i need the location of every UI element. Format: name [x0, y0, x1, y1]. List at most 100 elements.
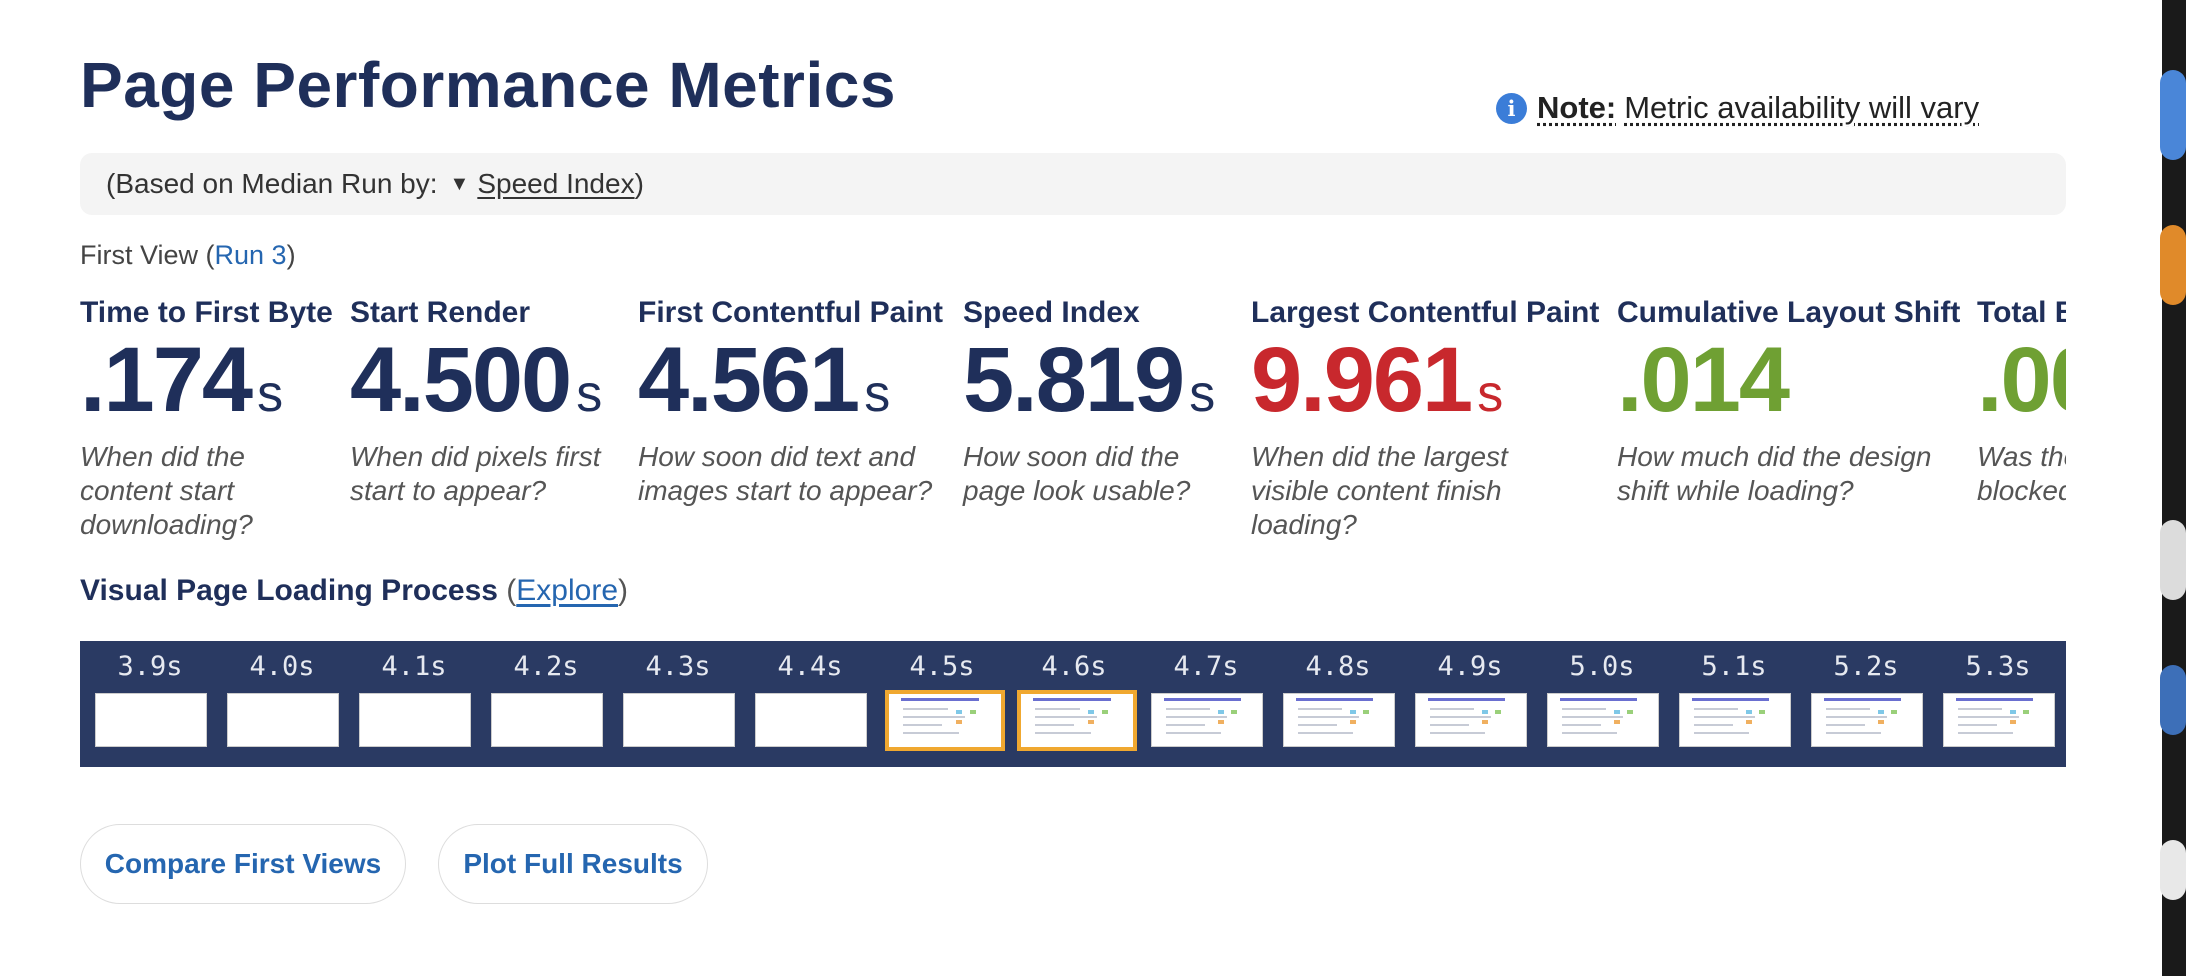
- visual-loading-heading: Visual Page Loading Process (Explore): [80, 574, 628, 608]
- filmstrip-frame[interactable]: 4.7s: [1148, 641, 1264, 767]
- filmstrip-frame[interactable]: 3.9s: [92, 641, 208, 767]
- visual-loading-title: Visual Page Loading Process: [80, 574, 498, 607]
- metric-unit: s: [576, 365, 603, 423]
- metric-unit: s: [257, 365, 284, 423]
- metric-value: .014: [1617, 334, 1960, 426]
- metric-label: Start Render: [350, 296, 531, 329]
- metric-description: When did the largest visible content fin…: [1251, 441, 1508, 540]
- frame-thumbnail: [491, 693, 603, 747]
- metric-unit: s: [864, 365, 891, 423]
- median-prefix: (Based on Median Run by:: [106, 168, 438, 199]
- frame-thumbnail: [755, 693, 867, 747]
- metric-availability-note[interactable]: i Note: Metric availability will vary: [1496, 90, 1979, 126]
- metric-value: 9.961 s: [1251, 334, 1599, 426]
- metric-number: 4.500: [350, 329, 572, 431]
- metric-start-render: Start Render 4.500 s When did pixels firs…: [350, 296, 610, 508]
- frame-time: 5.3s: [1965, 651, 2031, 682]
- note-text[interactable]: Note: Metric availability will vary: [1537, 90, 1979, 126]
- metric-label: Speed Index: [963, 296, 1140, 329]
- metric-number: 9.961: [1251, 329, 1473, 431]
- browser-edge-strip: [2162, 0, 2186, 976]
- filmstrip-frame[interactable]: 5.3s: [1940, 641, 2056, 767]
- edge-avatar-blue: [2160, 70, 2186, 160]
- compare-first-views-button[interactable]: Compare First Views: [80, 824, 406, 904]
- filmstrip-frame[interactable]: 4.5s: [884, 641, 1005, 767]
- frame-time: 4.9s: [1437, 651, 1503, 682]
- frame-thumbnail: [95, 693, 207, 747]
- filmstrip-frame[interactable]: 4.1s: [356, 641, 472, 767]
- filmstrip-frame[interactable]: 5.0s: [1544, 641, 1660, 767]
- metric-number: .00: [1977, 329, 2066, 431]
- frame-thumbnail: [1679, 693, 1791, 747]
- frame-time: 4.1s: [381, 651, 447, 682]
- filmstrip-frame[interactable]: 4.0s: [224, 641, 340, 767]
- metric-description: How soon did the page look usable?: [963, 441, 1191, 506]
- metric-description: How much did the design shift while load…: [1617, 441, 1932, 506]
- frame-time: 4.5s: [909, 651, 975, 682]
- metric-label: Total Blocking Time: [1977, 296, 2066, 329]
- first-view-prefix: First View (: [80, 240, 215, 270]
- triangle-down-icon[interactable]: ▼: [449, 172, 470, 195]
- filmstrip-frame[interactable]: 4.8s: [1280, 641, 1396, 767]
- metric-value: 4.500 s: [350, 334, 610, 426]
- close-paren: ): [618, 574, 628, 607]
- frame-thumbnail: [1017, 690, 1137, 751]
- metric-ttfb: Time to First Byte .174 s When did the co…: [80, 296, 333, 542]
- metric-fcp: First Contentful Paint 4.561 s How soon d…: [638, 296, 943, 508]
- frame-thumbnail: [1811, 693, 1923, 747]
- filmstrip-frame[interactable]: 5.2s: [1808, 641, 1924, 767]
- median-suffix: ): [634, 168, 644, 199]
- frame-time: 4.2s: [513, 651, 579, 682]
- note-label: Note:: [1537, 90, 1617, 125]
- filmstrip-frame[interactable]: 4.4s: [752, 641, 868, 767]
- filmstrip-frame[interactable]: 4.9s: [1412, 641, 1528, 767]
- metric-value: 5.819 s: [963, 334, 1215, 426]
- info-icon: i: [1496, 92, 1527, 124]
- run-link[interactable]: Run 3: [214, 240, 287, 270]
- frame-thumbnail: [623, 693, 735, 747]
- frame-time: 5.1s: [1701, 651, 1767, 682]
- frame-time: 5.0s: [1569, 651, 1635, 682]
- edge-avatar-blue-2: [2160, 665, 2186, 735]
- metric-number: .174: [80, 329, 253, 431]
- metric-unit: s: [1189, 365, 1216, 423]
- open-paren: (: [506, 574, 517, 607]
- frame-thumbnail: [1283, 693, 1395, 747]
- first-view-suffix: ): [286, 240, 296, 270]
- note-message: Metric availability will vary: [1624, 90, 1980, 125]
- frame-time: 3.9s: [117, 651, 183, 682]
- filmstrip-frame[interactable]: 5.1s: [1676, 641, 1792, 767]
- plot-full-results-button[interactable]: Plot Full Results: [438, 824, 708, 904]
- explore-link[interactable]: Explore: [516, 574, 618, 607]
- metric-description: When did pixels first start to appear?: [350, 441, 601, 506]
- metric-label: Cumulative Layout Shift: [1617, 296, 1961, 329]
- metrics-row: Time to First Byte .174 s When did the co…: [80, 296, 2066, 542]
- metric-cls: Cumulative Layout Shift .014 How much di…: [1617, 296, 1960, 508]
- frame-thumbnail: [1547, 693, 1659, 747]
- first-view-heading: First View (Run 3): [80, 240, 296, 271]
- edge-avatar-light: [2160, 840, 2186, 900]
- metric-value: .174 s: [80, 334, 333, 426]
- frame-time: 5.2s: [1833, 651, 1899, 682]
- frame-thumbnail: [1415, 693, 1527, 747]
- median-run-selector-bar: (Based on Median Run by: ▼ Speed Index ): [80, 153, 2066, 215]
- metric-value: .00: [1977, 334, 2066, 426]
- frame-thumbnail: [359, 693, 471, 747]
- filmstrip-frame[interactable]: 4.6s: [1016, 641, 1137, 767]
- frame-thumbnail: [885, 690, 1005, 751]
- edge-avatar-grey: [2160, 520, 2186, 600]
- filmstrip-frame[interactable]: 4.3s: [620, 641, 736, 767]
- filmstrip-frame[interactable]: 4.2s: [488, 641, 604, 767]
- metric-lcp: Largest Contentful Paint 9.961 s When did…: [1251, 296, 1599, 542]
- metric-speed-index: Speed Index 5.819 s How soon did the page…: [963, 296, 1215, 508]
- metric-number: 4.561: [638, 329, 860, 431]
- frame-thumbnail: [1151, 693, 1263, 747]
- metric-tbt: Total Blocking Time .00 Was the main thr…: [1977, 296, 2066, 508]
- page-title: Page Performance Metrics: [80, 49, 896, 121]
- edge-avatar-orange: [2160, 225, 2186, 305]
- frame-time: 4.0s: [249, 651, 315, 682]
- median-metric-dropdown[interactable]: Speed Index: [477, 168, 635, 199]
- filmstrip: 3.9s 4.0s 4.1s 4.2s 4.3s 4.4s 4.5s 4.6s 4.7s 4.8s…: [80, 641, 2066, 767]
- frame-thumbnail: [1943, 693, 2055, 747]
- metric-number: .014: [1617, 329, 1790, 431]
